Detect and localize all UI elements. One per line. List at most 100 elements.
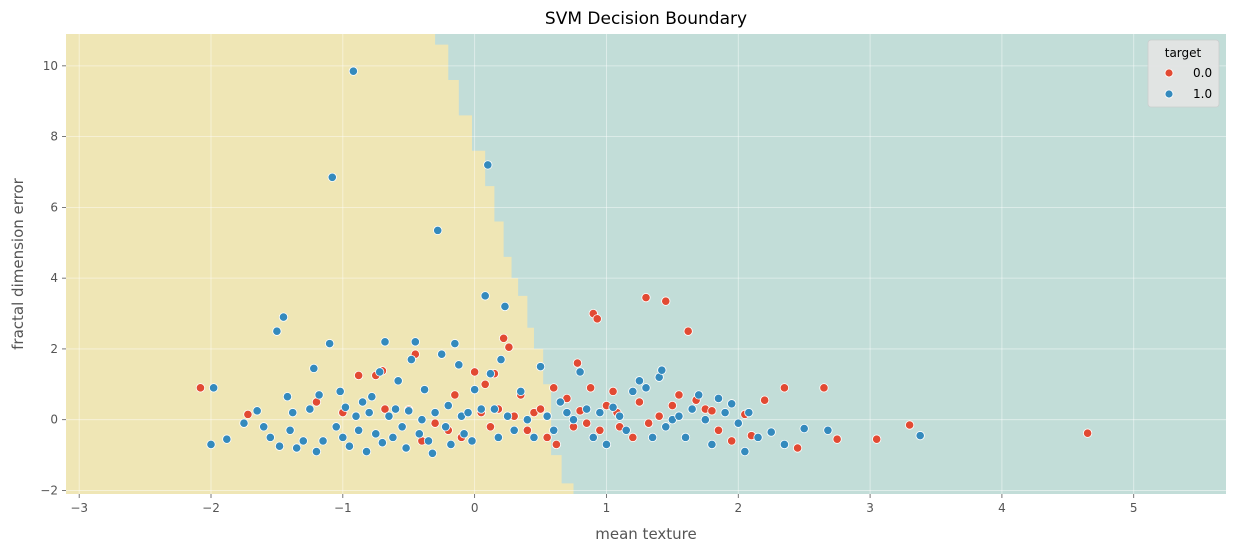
- data-point-class-1: [401, 443, 411, 453]
- x-axis-ticks: −3 −2 −1 0 1 2 3 4 5: [70, 494, 1138, 515]
- legend-title: target: [1165, 46, 1202, 60]
- data-point-class-1: [647, 432, 658, 442]
- data-point-class-1: [470, 385, 480, 395]
- data-point-class-1: [485, 369, 496, 379]
- data-point-class-1: [480, 291, 490, 301]
- data-point-class-1: [562, 408, 572, 418]
- data-point-class-1: [414, 429, 424, 439]
- data-point-class-0: [380, 404, 390, 414]
- data-point-class-0: [674, 390, 684, 400]
- data-point-class-1: [423, 436, 434, 446]
- y-tick-label: 6: [50, 200, 58, 214]
- data-point-class-0: [572, 358, 583, 368]
- data-point-class-0: [551, 439, 561, 450]
- x-tick-label: −1: [334, 501, 352, 515]
- legend-label-class-1: 1.0: [1193, 87, 1212, 101]
- data-point-class-1: [516, 386, 526, 396]
- grid-lines: [66, 34, 1226, 494]
- data-point-class-0: [819, 383, 829, 393]
- data-point-class-1: [500, 301, 510, 312]
- data-point-class-1: [700, 415, 710, 425]
- data-point-class-1: [292, 443, 302, 453]
- x-axis-label: mean texture: [595, 525, 696, 543]
- data-point-class-0: [586, 383, 596, 393]
- data-point-class-0: [535, 404, 546, 414]
- data-point-class-0: [905, 420, 915, 430]
- data-point-class-0: [667, 400, 677, 411]
- data-point-class-1: [209, 383, 219, 393]
- data-point-class-1: [661, 422, 671, 432]
- data-point-class-1: [720, 408, 730, 418]
- data-point-class-1: [467, 436, 477, 446]
- data-point-class-1: [282, 392, 293, 402]
- data-point-class-1: [621, 425, 631, 435]
- data-point-class-1: [265, 432, 275, 442]
- data-point-class-1: [454, 360, 464, 370]
- data-point-class-1: [582, 404, 592, 414]
- data-point-class-0: [549, 383, 559, 393]
- y-axis-ticks: −2 0 2 4 6 8 10: [40, 59, 66, 497]
- data-point-class-1: [542, 411, 552, 421]
- x-tick-label: 0: [471, 501, 479, 515]
- data-point-class-1: [489, 404, 500, 414]
- x-tick-label: −3: [70, 501, 88, 515]
- data-point-class-1: [443, 400, 453, 411]
- data-point-class-0: [592, 314, 602, 324]
- data-point-class-0: [354, 370, 364, 381]
- y-tick-label: 0: [50, 413, 58, 427]
- data-point-class-0: [522, 425, 532, 435]
- data-point-class-1: [437, 349, 447, 359]
- data-point-class-1: [430, 408, 440, 418]
- data-point-class-0: [872, 434, 882, 444]
- data-point-class-1: [496, 354, 506, 365]
- legend-box: [1147, 39, 1220, 108]
- data-point-class-1: [733, 418, 743, 428]
- legend-marker-class-0: [1164, 68, 1174, 78]
- data-point-class-1: [727, 399, 737, 409]
- data-point-class-1: [384, 411, 394, 421]
- data-point-class-1: [404, 406, 414, 416]
- legend-label-class-0: 0.0: [1193, 66, 1212, 80]
- data-point-class-1: [309, 363, 319, 373]
- data-point-class-1: [298, 436, 308, 446]
- data-point-class-1: [427, 448, 438, 458]
- data-point-class-1: [509, 425, 519, 435]
- data-point-class-1: [628, 386, 638, 396]
- data-point-class-1: [390, 404, 401, 414]
- x-tick-label: 1: [603, 501, 611, 515]
- data-point-class-1: [502, 411, 513, 421]
- data-point-class-1: [459, 429, 469, 439]
- data-point-class-0: [582, 418, 592, 428]
- data-point-class-1: [344, 441, 355, 451]
- data-point-class-1: [441, 422, 451, 432]
- y-tick-label: 4: [50, 271, 58, 285]
- data-point-class-1: [634, 376, 645, 386]
- data-point-class-1: [388, 432, 398, 442]
- data-point-class-1: [707, 439, 717, 450]
- data-point-class-1: [483, 160, 493, 170]
- data-point-class-1: [674, 411, 684, 421]
- data-point-class-1: [694, 390, 704, 400]
- data-point-class-1: [595, 408, 605, 418]
- data-point-class-1: [274, 441, 285, 451]
- data-point-class-0: [542, 432, 552, 442]
- data-point-class-1: [325, 339, 335, 349]
- data-point-class-1: [915, 431, 925, 441]
- data-point-class-1: [259, 422, 269, 432]
- data-point-class-1: [522, 415, 532, 425]
- data-point-class-1: [367, 392, 377, 402]
- data-point-class-0: [727, 436, 737, 446]
- data-point-class-1: [380, 337, 390, 347]
- data-point-class-0: [654, 411, 664, 421]
- data-point-class-1: [335, 386, 345, 396]
- data-point-class-0: [644, 418, 654, 428]
- data-point-class-1: [419, 385, 430, 395]
- data-point-class-1: [305, 404, 315, 414]
- x-tick-label: −2: [202, 501, 220, 515]
- x-tick-label: 3: [866, 501, 874, 515]
- data-point-class-1: [206, 439, 216, 450]
- data-point-class-1: [615, 411, 625, 421]
- data-point-class-1: [288, 408, 298, 418]
- data-point-class-1: [433, 225, 443, 235]
- data-point-class-1: [588, 432, 598, 442]
